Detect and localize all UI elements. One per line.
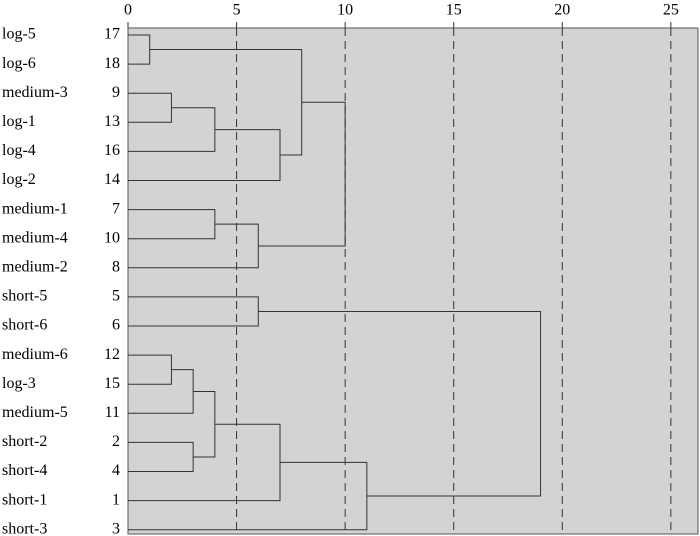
leaf-id: 1 <box>112 491 120 508</box>
leaf-label: log-5 <box>2 26 36 43</box>
leaf-id: 17 <box>104 26 120 43</box>
leaf-id: 15 <box>104 375 120 392</box>
leaf-label: log-2 <box>2 171 36 188</box>
leaf-id: 16 <box>104 142 120 159</box>
plot-area <box>127 27 699 535</box>
leaf-label: short-3 <box>2 520 47 536</box>
merge-link <box>128 209 216 240</box>
leaf-id: 3 <box>112 520 120 536</box>
leaf-id: 9 <box>112 84 120 101</box>
x-tick-label: 15 <box>446 2 462 19</box>
leaf-id: 8 <box>112 258 120 275</box>
leaf-label: medium-5 <box>2 404 68 421</box>
x-tick-label: 5 <box>233 2 241 19</box>
leaf-label: log-3 <box>2 375 36 392</box>
leaf-id: 11 <box>105 404 120 421</box>
leaf-label: short-5 <box>2 288 47 305</box>
merge-link <box>128 34 151 65</box>
leaf-label: short-6 <box>2 317 47 334</box>
leaf-label: short-1 <box>2 491 47 508</box>
x-tick-label: 10 <box>337 2 353 19</box>
leaf-label: medium-4 <box>2 229 68 246</box>
leaf-id: 18 <box>104 55 120 72</box>
leaf-id: 6 <box>112 317 120 334</box>
leaf-label: short-4 <box>2 462 47 479</box>
leaf-label: medium-3 <box>2 84 68 101</box>
leaf-id: 5 <box>112 288 120 305</box>
leaf-id: 12 <box>104 346 120 363</box>
leaf-label: medium-1 <box>2 200 68 217</box>
leaf-id: 10 <box>104 229 120 246</box>
leaf-label: short-2 <box>2 433 47 450</box>
leaf-label: medium-2 <box>2 258 68 275</box>
leaf-label: log-6 <box>2 55 36 72</box>
leaf-label: medium-6 <box>2 346 68 363</box>
leaf-id: 2 <box>112 433 120 450</box>
merge-link <box>128 107 216 152</box>
merge-link <box>128 461 368 531</box>
merge-link <box>149 49 303 156</box>
leaf-label: log-1 <box>2 113 36 130</box>
leaf-label: log-4 <box>2 142 36 159</box>
x-tick-label: 25 <box>663 2 679 19</box>
x-tick-label: 20 <box>554 2 570 19</box>
x-tick-label: 0 <box>124 2 132 19</box>
merge-link <box>258 310 542 497</box>
leaf-id: 4 <box>112 462 120 479</box>
merge-link <box>193 390 216 458</box>
leaf-id: 14 <box>104 171 120 188</box>
merge-link <box>258 101 346 247</box>
leaf-id: 13 <box>104 113 120 130</box>
leaf-id: 7 <box>112 200 120 217</box>
